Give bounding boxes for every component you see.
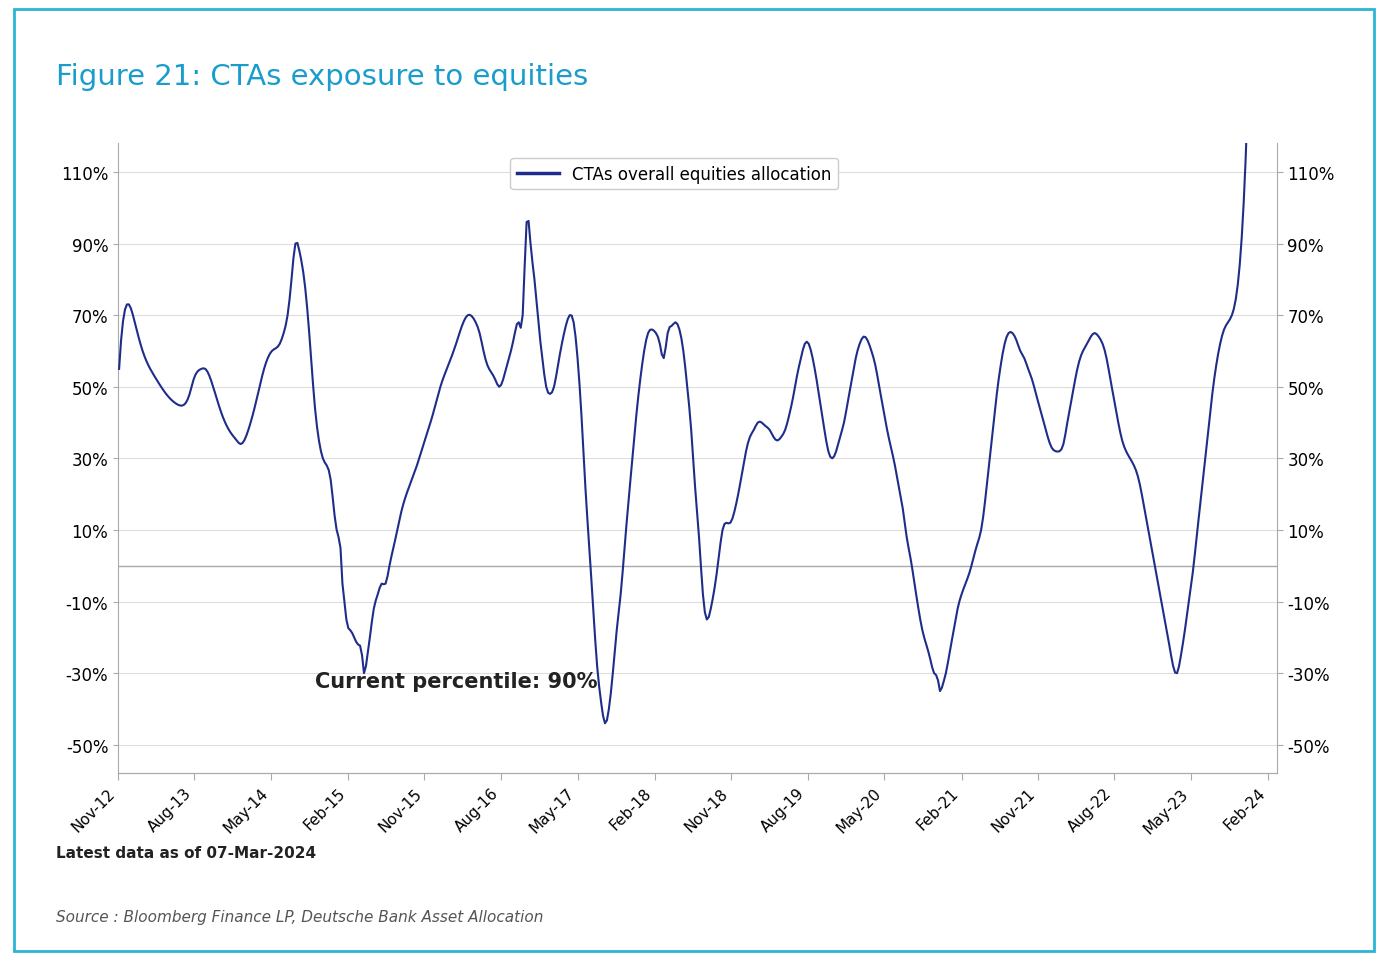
Text: Figure 21: CTAs exposure to equities: Figure 21: CTAs exposure to equities: [56, 62, 587, 90]
Text: Source : Bloomberg Finance LP, Deutsche Bank Asset Allocation: Source : Bloomberg Finance LP, Deutsche …: [56, 909, 543, 924]
Text: Latest data as of 07-Mar-2024: Latest data as of 07-Mar-2024: [56, 845, 315, 860]
Legend: CTAs overall equities allocation: CTAs overall equities allocation: [511, 159, 838, 190]
Text: Current percentile: 90%: Current percentile: 90%: [315, 672, 597, 692]
